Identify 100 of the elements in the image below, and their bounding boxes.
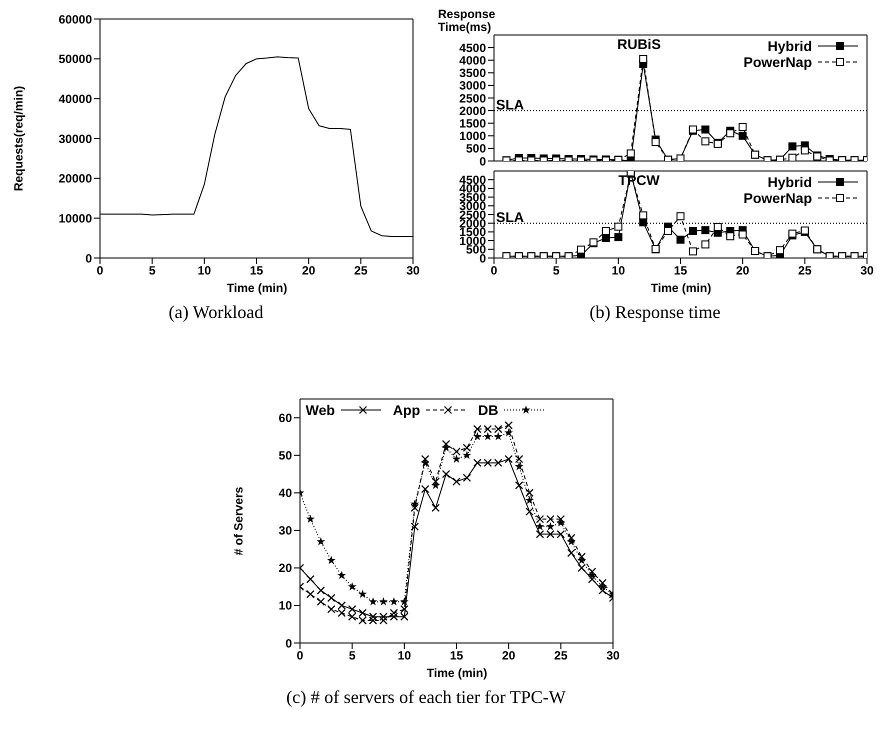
point <box>536 530 544 538</box>
point <box>358 616 367 625</box>
point <box>701 126 710 134</box>
x-tick-label: 0 <box>490 264 498 278</box>
x-tick-label: 25 <box>798 264 812 278</box>
point <box>452 454 461 463</box>
x-tick-label: 15 <box>250 264 264 278</box>
y-tick-label: 3000 <box>459 78 486 93</box>
x-tick-label: 0 <box>296 648 304 663</box>
y-tick-label: 60 <box>278 411 292 426</box>
point <box>688 247 697 256</box>
y-tick-label: 40 <box>278 486 292 500</box>
y-tick-label: 3500 <box>459 66 486 80</box>
y-axis-title: # of Servers <box>231 486 246 556</box>
point <box>337 570 346 580</box>
point <box>577 246 586 254</box>
point <box>614 222 622 231</box>
point <box>348 612 356 621</box>
point <box>598 578 607 588</box>
point <box>776 246 784 254</box>
point <box>306 575 315 584</box>
point <box>515 454 524 464</box>
point <box>410 504 419 512</box>
y-tick-label: 30000 <box>58 132 92 146</box>
point <box>676 212 684 220</box>
y-axis-title: Response Time(ms) <box>438 7 496 34</box>
legend-label: PowerNap <box>744 190 812 206</box>
point <box>462 450 472 459</box>
x-tick-label: 5 <box>148 264 156 278</box>
point <box>379 612 388 621</box>
x-tick-label: 15 <box>674 264 688 278</box>
point <box>390 612 398 621</box>
y-tick-label: 10 <box>278 598 292 613</box>
point <box>504 428 513 436</box>
y-tick-label: 2500 <box>459 91 486 106</box>
point <box>726 129 734 138</box>
point <box>452 447 461 456</box>
y-tick-label: 10000 <box>58 211 92 226</box>
x-axis-title: Time (min) <box>226 281 288 295</box>
y-tick-label: 2000 <box>459 104 486 118</box>
point <box>546 515 554 524</box>
point <box>588 575 596 584</box>
x-tick-label: 5 <box>348 648 356 663</box>
point <box>614 233 622 242</box>
point <box>432 477 440 486</box>
point <box>410 522 419 531</box>
point <box>598 586 607 595</box>
x-tick-label: 30 <box>860 264 874 278</box>
x-axis-title: Time (min) <box>426 666 488 680</box>
point <box>484 432 492 440</box>
point <box>358 590 367 598</box>
point <box>327 556 336 564</box>
point <box>348 582 356 590</box>
point <box>504 421 513 430</box>
ref-line-label: SLA <box>496 209 524 226</box>
point <box>602 227 610 236</box>
point <box>327 594 336 602</box>
point <box>626 149 635 158</box>
point <box>379 616 388 625</box>
point <box>714 223 722 232</box>
point <box>348 605 356 614</box>
legend-label: DB <box>478 402 498 418</box>
point <box>368 612 378 621</box>
point <box>556 515 565 524</box>
point <box>338 608 346 618</box>
x-tick-label: 10 <box>398 648 412 663</box>
point <box>462 444 472 452</box>
point <box>306 590 315 598</box>
point <box>514 462 524 470</box>
point <box>473 424 482 434</box>
x-tick-label: 10 <box>198 264 212 278</box>
x-tick-label: 30 <box>406 264 420 278</box>
point <box>515 481 524 490</box>
text: (c) # of servers of each tier for TPC-W <box>285 687 567 708</box>
point <box>421 454 430 464</box>
point <box>664 227 672 236</box>
y-tick-label: 4000 <box>459 53 486 68</box>
y-tick-label: 30 <box>278 524 292 538</box>
legend-label: PowerNap <box>744 54 812 70</box>
point <box>525 496 534 504</box>
point <box>701 226 710 234</box>
y-tick-label: 1500 <box>459 116 486 130</box>
point <box>788 142 796 150</box>
x-tick-label: 20 <box>502 648 516 663</box>
point <box>536 515 544 524</box>
x-tick-label: 25 <box>554 648 568 663</box>
point <box>390 597 398 606</box>
x-tick-label: 0 <box>96 264 104 278</box>
point <box>421 484 430 494</box>
point <box>358 608 367 618</box>
text: (b) Response time <box>588 302 722 323</box>
point <box>316 537 326 546</box>
point <box>738 122 747 131</box>
point <box>578 552 586 561</box>
y-tick-label: 40000 <box>58 92 92 106</box>
point <box>536 522 544 530</box>
y-tick-label: 4500 <box>459 40 486 55</box>
point <box>494 458 502 467</box>
y-tick-label: 0 <box>85 251 92 266</box>
point <box>484 458 492 467</box>
